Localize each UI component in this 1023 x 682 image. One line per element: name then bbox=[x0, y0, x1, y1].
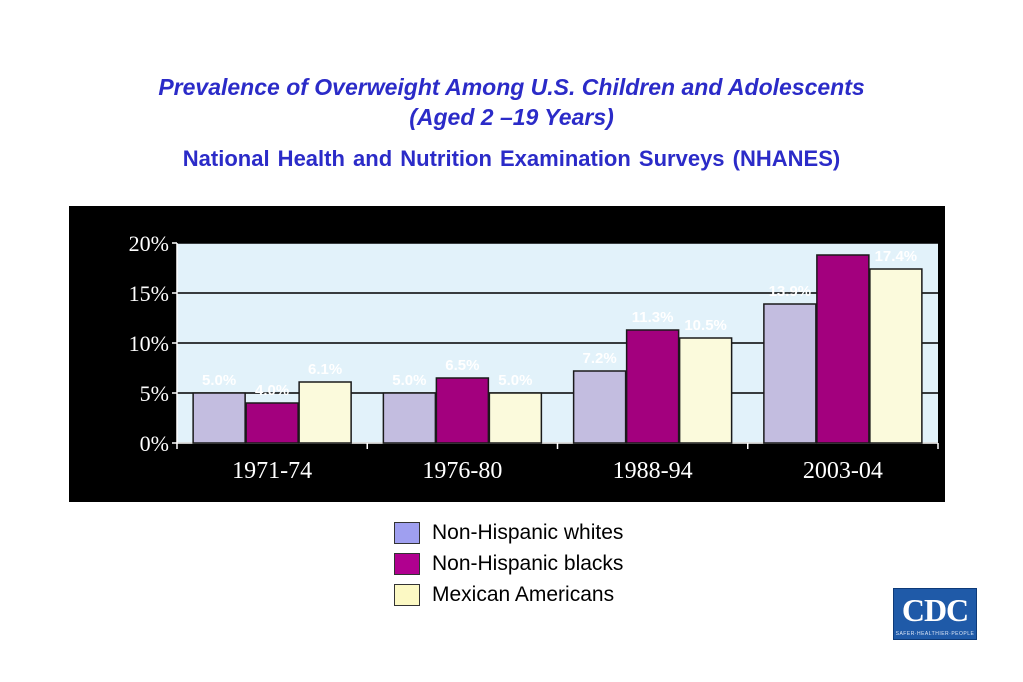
bar bbox=[192, 392, 246, 444]
data-label: 5.0% bbox=[202, 372, 236, 389]
data-label: 7.2% bbox=[583, 350, 617, 367]
data-label: 10.5% bbox=[684, 317, 727, 334]
data-label: 13.9% bbox=[769, 283, 812, 300]
chart-subtitle: National Health and Nutrition Examinatio… bbox=[182, 146, 841, 171]
bar bbox=[763, 303, 817, 444]
data-label: 4.0% bbox=[255, 382, 289, 399]
bar-chart: 0% 5% 10% 15% 20% 5.0% 4.0% 6.1% 1971-74 5.0% 6.5%… bbox=[129, 231, 939, 484]
data-label: 6.5% bbox=[445, 357, 479, 374]
legend-label-mexican: Mexican Americans bbox=[432, 582, 615, 606]
bar bbox=[816, 254, 870, 444]
y-tick-label: 20% bbox=[129, 231, 169, 256]
data-label: 17.4% bbox=[875, 248, 918, 265]
data-label: 6.1% bbox=[308, 361, 342, 378]
x-tick-label: 2003-04 bbox=[803, 458, 883, 484]
cdc-logo-text: CDC bbox=[901, 592, 969, 628]
data-label: 11.3% bbox=[632, 309, 674, 326]
cdc-logo: CDC SAFER·HEALTHIER·PEOPLE bbox=[893, 588, 977, 640]
legend-swatch-blacks bbox=[394, 552, 420, 575]
bar bbox=[625, 329, 680, 444]
cdc-logo-tagline: SAFER·HEALTHIER·PEOPLE bbox=[895, 631, 975, 637]
bar bbox=[298, 381, 352, 444]
bar bbox=[488, 392, 543, 444]
legend-label-blacks: Non-Hispanic blacks bbox=[432, 551, 624, 575]
legend-item-mexican: Mexican Americans bbox=[394, 579, 623, 610]
legend-item-blacks: Non-Hispanic blacks bbox=[394, 548, 623, 579]
chart-title: Prevalence of Overweight Among U.S. Chil… bbox=[0, 72, 1023, 174]
legend: Non-Hispanic whites Non-Hispanic blacks … bbox=[394, 517, 623, 610]
title-line-1: Prevalence of Overweight Among U.S. Chil… bbox=[158, 74, 865, 100]
y-tick-label: 0% bbox=[140, 431, 169, 456]
bar bbox=[678, 337, 733, 444]
bar bbox=[572, 370, 627, 444]
legend-swatch-mexican bbox=[394, 583, 420, 606]
legend-swatch-whites bbox=[394, 521, 420, 544]
x-tick-label: 1988-94 bbox=[613, 458, 693, 484]
bar bbox=[869, 268, 923, 444]
legend-item-whites: Non-Hispanic whites bbox=[394, 517, 623, 548]
y-tick-label: 15% bbox=[129, 281, 169, 306]
y-tick-label: 10% bbox=[129, 331, 169, 356]
bar bbox=[435, 377, 490, 444]
bar bbox=[382, 392, 437, 444]
data-label: 5.0% bbox=[498, 372, 532, 389]
title-line-2: (Aged 2 –19 Years) bbox=[409, 104, 614, 130]
chart-frame: 0% 5% 10% 15% 20% 5.0% 4.0% 6.1% 1971-74 5.0% 6.5%… bbox=[69, 206, 945, 502]
bar bbox=[245, 402, 299, 444]
x-tick-label: 1976-80 bbox=[422, 458, 502, 484]
y-tick-label: 5% bbox=[140, 381, 169, 406]
data-label: 5.0% bbox=[392, 372, 426, 389]
legend-label-whites: Non-Hispanic whites bbox=[432, 520, 624, 544]
x-tick-label: 1971-74 bbox=[232, 458, 312, 484]
